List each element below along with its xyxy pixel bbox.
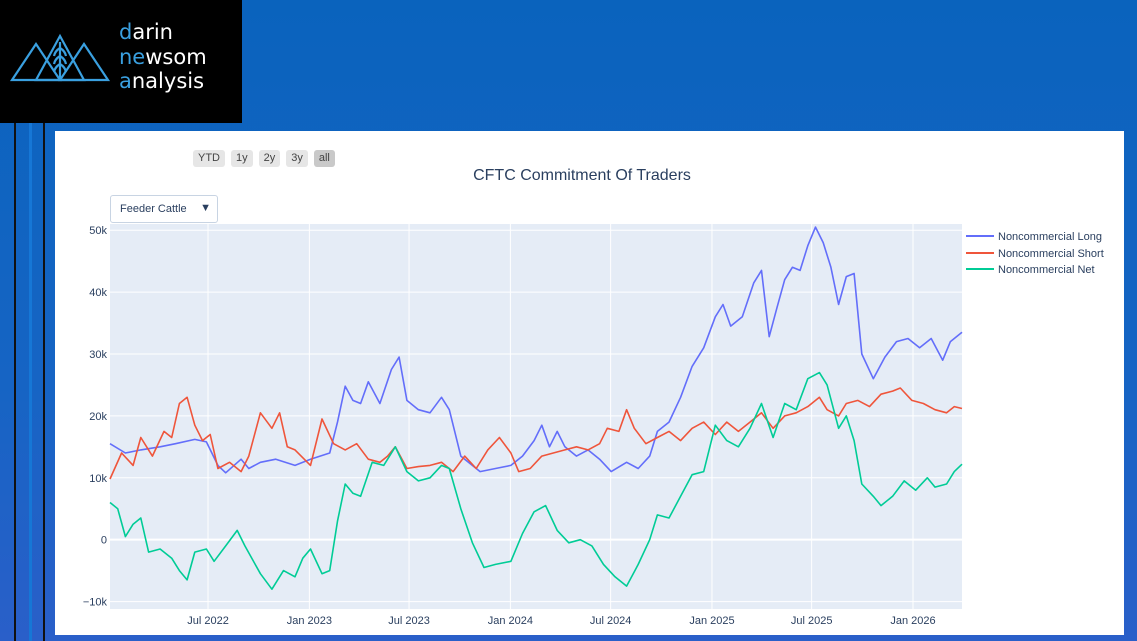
left-stripe-blue [29, 0, 32, 641]
range-selector: YTD 1y 2y 3y all [193, 150, 335, 167]
chart-panel: Jul 2022 Jan 2023 Jul 2023 Jan 2024 Jul 2024… [55, 131, 1124, 635]
y-tick-label: 20k [89, 411, 107, 423]
y-tick-label: 50k [89, 225, 107, 237]
brand-letter: d [119, 20, 133, 44]
chevron-down-icon: ▼ [200, 202, 211, 214]
brand-wordmark: darin newsom analysis [119, 20, 207, 94]
y-tick-label: 40k [89, 287, 107, 299]
y-tick-label: 30k [89, 349, 107, 361]
brand-word: nalysis [131, 69, 205, 93]
brand-letter: a [119, 69, 132, 93]
legend-label: Noncommercial Long [998, 231, 1102, 243]
brand-word: som [162, 44, 207, 69]
legend-swatch [966, 268, 994, 271]
series-line-short [109, 387, 963, 480]
y-tick-label: 0 [101, 535, 107, 547]
x-tick-label: Jul 2025 [791, 615, 833, 627]
series-line-net [109, 371, 963, 590]
x-tick-label: Jan 2026 [890, 615, 935, 627]
x-tick-label: Jan 2025 [689, 615, 734, 627]
range-2y-button[interactable]: 2y [258, 150, 281, 167]
legend-item-long[interactable]: Noncommercial Long [966, 231, 1104, 248]
range-3y-button[interactable]: 3y [286, 150, 308, 167]
chart-title: CFTC Commitment Of Traders [473, 167, 691, 184]
brand-word: w [145, 44, 163, 69]
brand-logo: darin newsom analysis [0, 0, 242, 123]
brand-letter: ne [119, 44, 146, 69]
legend-swatch [966, 235, 994, 238]
x-tick-label: Jul 2022 [187, 615, 229, 627]
range-all-button[interactable]: all [313, 150, 335, 167]
left-stripe-dark-2 [43, 0, 45, 641]
legend-item-short[interactable]: Noncommercial Short [966, 248, 1104, 265]
brand-word: arin [132, 20, 173, 44]
legend-label: Noncommercial Net [998, 264, 1095, 276]
dropdown-selected-label: Feeder Cattle [120, 203, 187, 215]
chart-plot: Jul 2022 Jan 2023 Jul 2023 Jan 2024 Jul 2024… [83, 224, 963, 627]
legend-label: Noncommercial Short [998, 247, 1104, 260]
chart-legend: Noncommercial Long Noncommercial Short N… [966, 231, 1104, 281]
y-tick-label: −10k [83, 597, 108, 609]
legend-item-net[interactable]: Noncommercial Net [966, 264, 1104, 281]
x-tick-label: Jan 2023 [287, 615, 332, 627]
x-tick-label: Jul 2024 [590, 615, 632, 627]
legend-swatch [966, 251, 994, 254]
x-tick-label: Jan 2024 [488, 615, 533, 627]
left-stripe-dark [14, 0, 16, 641]
y-tick-label: 10k [89, 473, 107, 485]
series-line-long [109, 226, 963, 474]
range-1y-button[interactable]: 1y [231, 150, 253, 167]
x-tick-label: Jul 2023 [388, 615, 430, 627]
range-ytd-button[interactable]: YTD [193, 150, 225, 167]
commodity-dropdown[interactable]: Feeder Cattle ▼ [110, 195, 218, 223]
mountain-wheat-icon [9, 33, 111, 82]
plot-background [110, 224, 962, 609]
